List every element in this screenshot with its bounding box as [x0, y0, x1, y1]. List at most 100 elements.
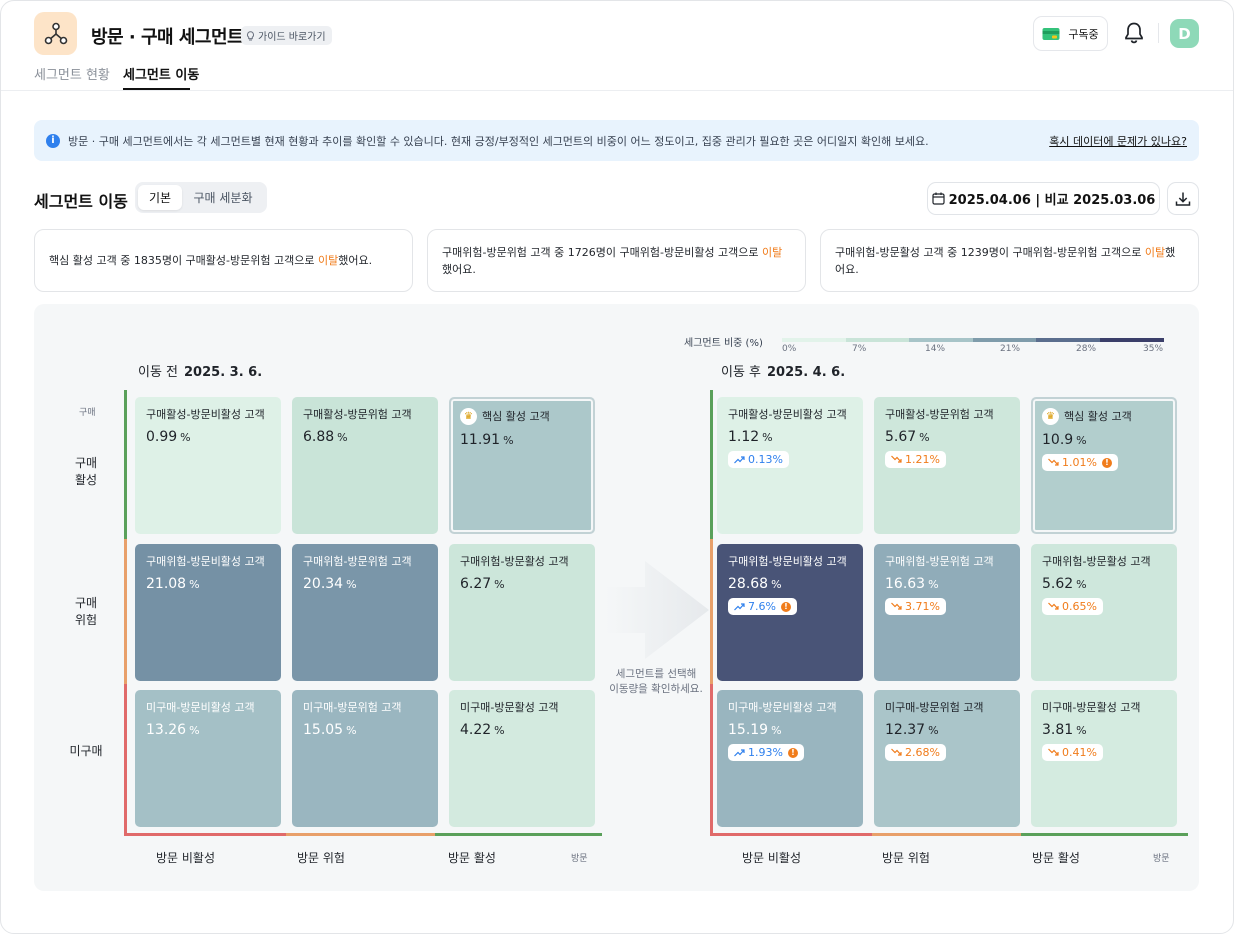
segment-cell[interactable]: ♛ 핵심 활성 고객 11.91% — [449, 397, 595, 534]
percent-unit: % — [1076, 578, 1087, 591]
segment-name-text: 미구매-방문활성 고객 — [460, 701, 559, 714]
segment-name: 구매위험-방문활성 고객 — [460, 555, 584, 569]
info-banner-text: 방문 · 구매 세그먼트에서는 각 세그먼트별 현재 현황과 추이를 확인할 수… — [68, 134, 929, 148]
date-range-picker[interactable]: 2025.04.06 | 비교 2025.03.06 — [927, 182, 1160, 215]
x-axis-title: 방문 — [1153, 854, 1170, 864]
segment-name-text: 구매활성-방문위험 고객 — [885, 408, 994, 421]
network-nodes-icon — [34, 12, 77, 55]
trend-down-icon — [1048, 602, 1059, 610]
segment-cell[interactable]: 미구매-방문비활성 고객 13.26% — [135, 690, 281, 827]
segment-cell[interactable]: 미구매-방문위험 고객 15.05% — [292, 690, 438, 827]
y-axis-row-label: 미구매 — [69, 743, 103, 758]
legend-tick-label: 35% — [1143, 344, 1164, 354]
segment-share: 16.63% — [885, 576, 1009, 592]
segment-cell[interactable]: 구매위험-방문활성 고객 6.27% — [449, 544, 595, 681]
segment-cell[interactable]: ♛ 핵심 활성 고객 10.9% 1.01%! — [1031, 397, 1177, 534]
segment-name: 미구매-방문위험 고객 — [303, 701, 427, 715]
toggle-purchase-detail[interactable]: 구매 세분화 — [193, 191, 253, 205]
segment-cell[interactable]: 구매활성-방문비활성 고객 0.99% — [135, 397, 281, 534]
segment-cell[interactable]: 구매위험-방문비활성 고객 21.08% — [135, 544, 281, 681]
segment-share: 4.22% — [460, 722, 584, 738]
legend-color-step — [909, 338, 973, 342]
toggle-basic[interactable]: 기본 — [138, 185, 182, 210]
y-axis-segment — [710, 539, 713, 684]
warning-icon: ! — [780, 601, 791, 612]
segment-name-text: 구매위험-방문위험 고객 — [885, 555, 994, 568]
segment-name-text: 구매위험-방문위험 고객 — [303, 555, 412, 568]
segment-name-text: 미구매-방문위험 고객 — [303, 701, 402, 714]
change-value: 1.01% — [1062, 456, 1097, 469]
segment-cell[interactable]: 구매활성-방문위험 고객 6.88% — [292, 397, 438, 534]
movement-arrow-icon — [605, 561, 709, 659]
avatar[interactable]: D — [1170, 19, 1199, 48]
segment-name: 미구매-방문비활성 고객 — [728, 701, 852, 715]
segment-share-value: 6.88 — [303, 429, 335, 445]
legend-tick-label: 28% — [1076, 344, 1097, 354]
segment-cell[interactable]: 구매위험-방문활성 고객 5.62% 0.65% — [1031, 544, 1177, 681]
segment-share: 3.81% — [1042, 722, 1166, 738]
percent-unit: % — [180, 431, 191, 444]
segment-name-text: 미구매-방문비활성 고객 — [146, 701, 255, 714]
segment-cell[interactable]: 미구매-방문활성 고객 4.22% — [449, 690, 595, 827]
segment-cell[interactable]: 구매활성-방문비활성 고객 1.12% 0.13% — [717, 397, 863, 534]
segment-name-text: 구매활성-방문비활성 고객 — [728, 408, 847, 421]
change-badge: 1.93%! — [728, 744, 804, 761]
change-value: 3.71% — [905, 600, 940, 613]
tab-segment-status[interactable]: 세그먼트 현황 — [34, 68, 110, 83]
trend-down-icon — [891, 455, 902, 463]
percent-unit: % — [503, 434, 514, 447]
segment-share-value: 15.19 — [728, 722, 769, 738]
segment-share-value: 13.26 — [146, 722, 187, 738]
guide-link[interactable]: 가이드 바로가기 — [241, 26, 332, 45]
download-icon — [1175, 192, 1191, 206]
segment-share: 6.27% — [460, 576, 584, 592]
percent-unit: % — [346, 724, 357, 737]
download-button[interactable] — [1167, 182, 1199, 215]
x-axis-title: 방문 — [571, 854, 588, 864]
change-badge: 1.01%! — [1042, 454, 1118, 471]
x-axis-segment — [286, 833, 440, 836]
tab-segment-movement[interactable]: 세그먼트 이동 — [123, 68, 200, 83]
segment-cell[interactable]: 구매활성-방문위험 고객 5.67% 1.21% — [874, 397, 1020, 534]
segment-share: 12.37% — [885, 722, 1009, 738]
crown-icon: ♛ — [1042, 408, 1059, 425]
insight-card[interactable]: 구매위험-방문활성 고객 중 1239명이 구매위험-방문위험 고객으로 이탈했… — [820, 229, 1199, 292]
segment-cell[interactable]: 미구매-방문비활성 고객 15.19% 1.93%! — [717, 690, 863, 827]
insight-card[interactable]: 구매위험-방문위험 고객 중 1726명이 구매위험-방문비활성 고객으로 이탈… — [427, 229, 806, 292]
segment-name: 미구매-방문위험 고객 — [885, 701, 1009, 715]
y-axis-row-label: 구매 활성 — [74, 456, 98, 487]
insight-text: 구매위험-방문위험 고객 중 1726명이 구매위험-방문비활성 고객으로 이탈… — [442, 245, 783, 276]
percent-unit: % — [189, 578, 200, 591]
segment-cell[interactable]: 미구매-방문위험 고객 12.37% 2.68% — [874, 690, 1020, 827]
select-segment-hint: 세그먼트를 선택해 이동량을 확인하세요. — [609, 668, 703, 695]
trend-down-icon — [1048, 748, 1059, 756]
segment-cell[interactable]: 구매위험-방문위험 고객 20.34% — [292, 544, 438, 681]
crown-icon: ♛ — [460, 408, 477, 425]
segment-name: 미구매-방문비활성 고객 — [146, 701, 270, 715]
subscribe-button[interactable]: 구독중 — [1033, 16, 1108, 51]
view-toggle: 기본 구매 세분화 — [135, 182, 267, 213]
segment-cell[interactable]: 구매위험-방문비활성 고객 28.68% 7.6%! — [717, 544, 863, 681]
data-issue-link[interactable]: 혹시 데이터에 문제가 있나요? — [1049, 134, 1187, 148]
segment-share: 10.9% — [1042, 432, 1166, 448]
percent-unit: % — [494, 578, 505, 591]
x-axis-col-label: 방문 활성 — [448, 851, 496, 865]
insight-card[interactable]: 핵심 활성 고객 중 1835명이 구매활성-방문위험 고객으로 이탈했어요. — [34, 229, 413, 292]
segment-name-text: 미구매-방문위험 고객 — [885, 701, 984, 714]
percent-unit: % — [1076, 724, 1087, 737]
segment-share-value: 6.27 — [460, 576, 492, 592]
insight-text: 구매위험-방문활성 고객 중 1239명이 구매위험-방문위험 고객으로 이탈했… — [835, 245, 1176, 276]
segment-share-value: 1.12 — [728, 429, 760, 445]
trend-up-icon — [734, 603, 745, 611]
trend-down-icon — [891, 748, 902, 756]
segment-share-value: 12.37 — [885, 722, 926, 738]
bell-icon[interactable] — [1123, 21, 1145, 45]
segment-name-text: 미구매-방문활성 고객 — [1042, 701, 1141, 714]
segment-cell[interactable]: 구매위험-방문위험 고객 16.63% 3.71% — [874, 544, 1020, 681]
segment-share: 6.88% — [303, 429, 427, 445]
percent-unit: % — [771, 724, 782, 737]
percent-unit: % — [346, 578, 357, 591]
segment-cell[interactable]: 미구매-방문활성 고객 3.81% 0.41% — [1031, 690, 1177, 827]
segment-name: 미구매-방문활성 고객 — [1042, 701, 1166, 715]
y-axis-title: 구매 — [79, 408, 96, 418]
